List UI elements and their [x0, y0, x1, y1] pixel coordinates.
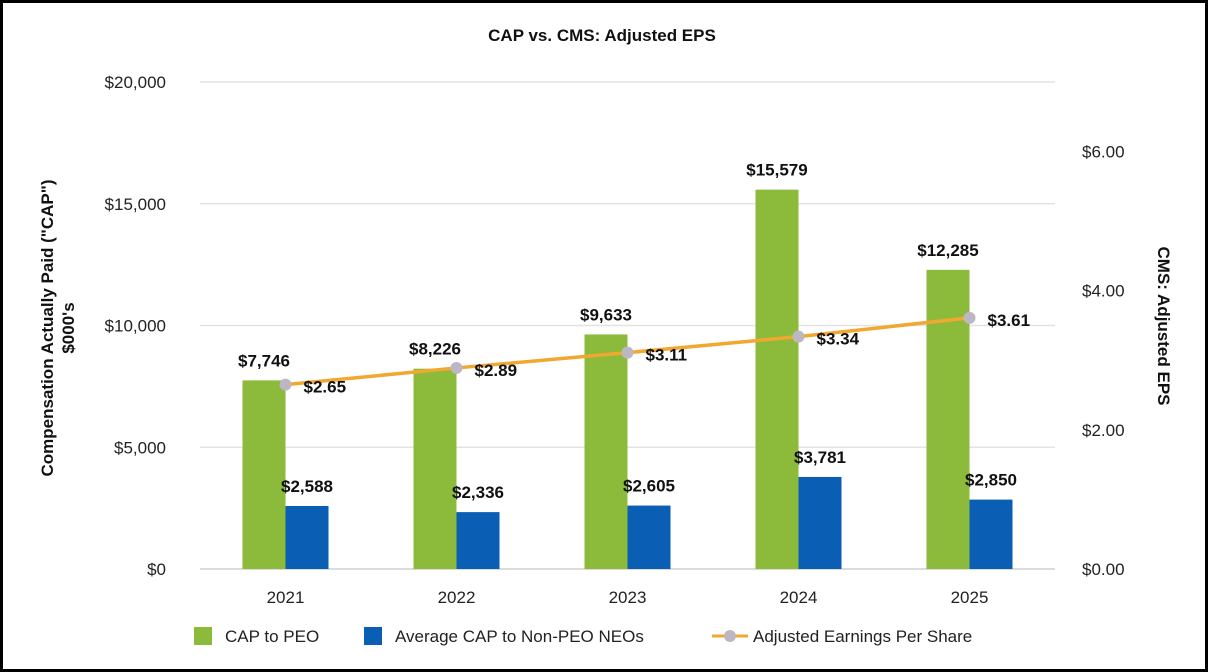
y2-tick-label: $6.00 [1082, 143, 1125, 162]
data-label-eps: $3.61 [988, 311, 1031, 330]
legend-label-eps: Adjusted Earnings Per Share [753, 627, 972, 646]
bars [242, 189, 1013, 569]
legend: CAP to PEO Average CAP to Non-PEO NEOs A… [194, 627, 972, 646]
legend-swatch-cap-neo [364, 627, 382, 645]
data-label-cap-neo: $2,336 [452, 483, 504, 502]
y2-tick-label: $2.00 [1082, 421, 1125, 440]
bar-cap-neo [798, 476, 842, 569]
bar-cap-neo [969, 499, 1013, 569]
bar-cap-peo [242, 380, 286, 569]
legend-swatch-eps-marker [724, 630, 736, 642]
bar-cap-peo [413, 368, 457, 569]
data-label-cap-peo: $9,633 [580, 305, 632, 324]
data-label-cap-neo: $2,850 [965, 471, 1017, 490]
bar-cap-neo [285, 505, 329, 569]
y-axis-subtitle: $000's [59, 302, 78, 353]
y2-tick-label: $0.00 [1082, 560, 1125, 579]
eps-line [279, 311, 976, 391]
data-label-cap-peo: $15,579 [746, 161, 807, 180]
axes: $0 $5,000 $10,000 $15,000 $20,000 $0.00 $2.00 $… [105, 73, 1125, 607]
bar-cap-neo [456, 512, 500, 569]
chart-title: CAP vs. CMS: Adjusted EPS [488, 26, 716, 45]
gridlines [200, 81, 1055, 570]
y2-axis-title: CMS: Adjusted EPS [1154, 247, 1173, 406]
y-tick-label: $10,000 [105, 317, 166, 336]
data-labels: $7,746 $2,588 $2.65 $8,226 $2,336 $2.89 $9,633… [238, 161, 1030, 502]
x-tick-label: 2022 [438, 588, 476, 607]
bar-cap-peo [926, 269, 970, 569]
data-label-eps: $2.89 [475, 361, 518, 380]
data-label-eps: $3.11 [646, 346, 688, 365]
y-axis-title: Compensation Actually Paid ("CAP") [38, 180, 57, 477]
data-label-cap-neo: $2,588 [281, 477, 333, 496]
data-label-cap-peo: $12,285 [917, 241, 978, 260]
data-label-eps: $3.34 [817, 330, 860, 349]
x-tick-label: 2025 [951, 588, 989, 607]
eps-point [792, 330, 805, 343]
eps-point [450, 361, 463, 374]
data-label-cap-neo: $2,605 [623, 477, 675, 496]
legend-label-cap-neo: Average CAP to Non-PEO NEOs [395, 627, 644, 646]
eps-point [963, 311, 976, 324]
y-tick-label: $5,000 [114, 438, 166, 457]
eps-point [279, 378, 292, 391]
legend-swatch-cap-peo [194, 627, 212, 645]
data-label-cap-peo: $7,746 [238, 351, 290, 370]
y-tick-label: $15,000 [105, 195, 166, 214]
legend-label-cap-peo: CAP to PEO [225, 627, 319, 646]
y-tick-label: $20,000 [105, 73, 166, 92]
data-label-eps: $2.65 [304, 378, 347, 397]
eps-point [621, 346, 634, 359]
data-label-cap-neo: $3,781 [794, 448, 846, 467]
chart: $7,746 $2,588 $2.65 $8,226 $2,336 $2.89 $9,633… [38, 26, 1173, 646]
y-tick-label: $0 [147, 560, 166, 579]
bar-cap-neo [627, 505, 671, 569]
x-tick-label: 2024 [780, 588, 818, 607]
bar-cap-peo [755, 189, 799, 569]
bar-cap-peo [584, 334, 628, 569]
y2-tick-label: $4.00 [1082, 282, 1125, 301]
x-tick-label: 2023 [609, 588, 647, 607]
data-label-cap-peo: $8,226 [409, 340, 461, 359]
x-tick-label: 2021 [267, 588, 305, 607]
